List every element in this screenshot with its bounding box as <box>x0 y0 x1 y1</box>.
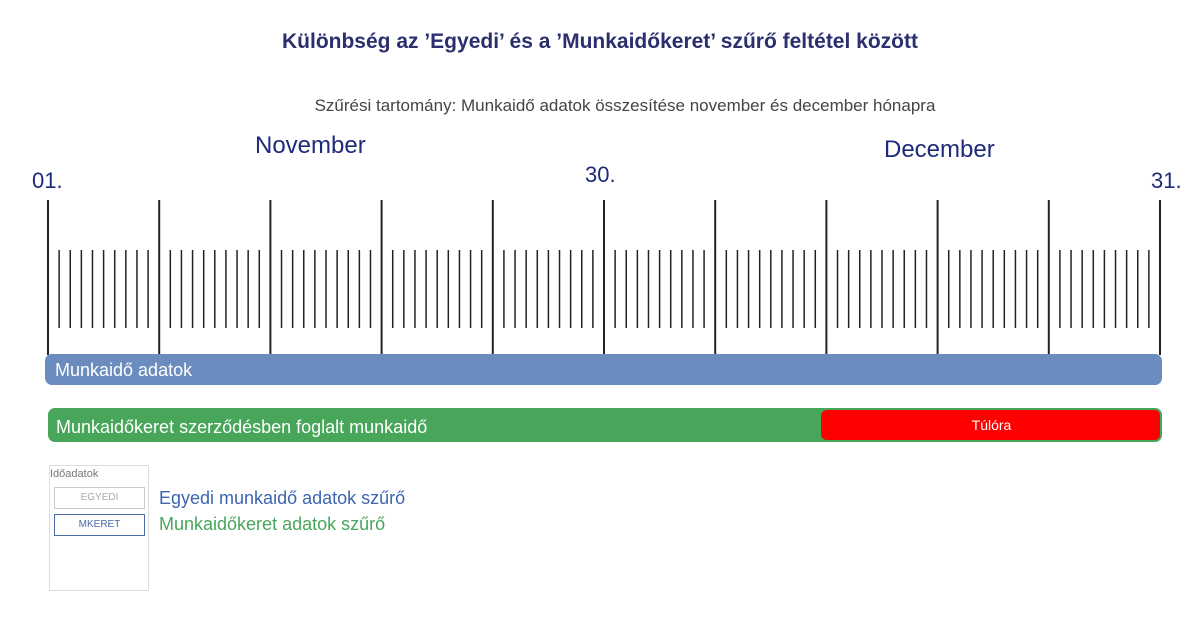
subtitle: Szűrési tartomány: Munkaidő adatok össze… <box>314 96 936 115</box>
day-label: 31. <box>1151 168 1182 193</box>
filter-panel <box>49 465 149 591</box>
bar-label: Túlóra <box>971 417 1012 433</box>
frame-bar: Munkaidőkeret szerződésben foglalt munka… <box>48 408 1162 442</box>
ruler <box>47 200 1161 355</box>
title: Különbség az ’Egyedi’ és a ’Munkaidőkere… <box>282 30 918 53</box>
day-label: 30. <box>585 162 616 187</box>
legend-item: Munkaidőkeret adatok szűrő <box>159 514 386 534</box>
filter-button[interactable]: EGYEDI <box>54 487 145 509</box>
month-label: November <box>255 132 366 159</box>
worktime-bar: Munkaidő adatok <box>45 354 1162 385</box>
legend-item: Egyedi munkaidő adatok szűrő <box>159 488 406 508</box>
overtime-bar: Túlóra <box>821 410 1160 440</box>
filter-button[interactable]: MKERET <box>54 514 145 536</box>
month-label: December <box>884 136 995 163</box>
panel-title: Időadatok <box>50 468 99 480</box>
day-label: 01. <box>32 168 63 193</box>
bar-label: Munkaidő adatok <box>55 360 193 380</box>
bar-label: Munkaidőkeret szerződésben foglalt munka… <box>56 417 428 437</box>
